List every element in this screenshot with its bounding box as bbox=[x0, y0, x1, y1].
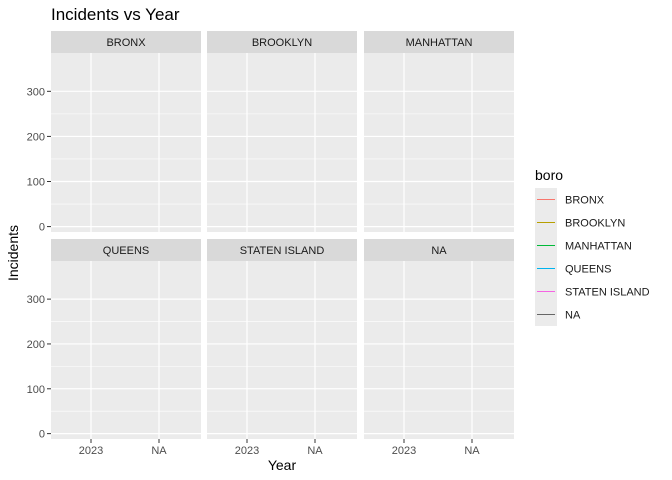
legend-item: BROOKLYN bbox=[535, 211, 625, 234]
legend-label: MANHATTAN bbox=[565, 241, 632, 253]
y-tick-label: 0 bbox=[39, 429, 45, 441]
panel-background bbox=[207, 53, 357, 232]
y-axis-labels: 0 100 200 300 0 100 200 300 bbox=[27, 86, 51, 441]
y-tick-label: 200 bbox=[27, 131, 45, 143]
y-tick-label: 100 bbox=[27, 384, 45, 396]
legend-item: STATEN ISLAND bbox=[535, 280, 650, 303]
legend-label: QUEENS bbox=[565, 264, 611, 276]
legend: boro BRONX BROOKLYN MANHATTAN QUEENS STATEN … bbox=[535, 167, 650, 326]
facet-strip-label: MANHATTAN bbox=[406, 37, 473, 49]
facet-strip bbox=[51, 31, 201, 53]
x-tick-label: 2023 bbox=[392, 445, 416, 457]
legend-item: MANHATTAN bbox=[535, 234, 632, 257]
chart-title: Incidents vs Year bbox=[51, 5, 180, 24]
y-tick-label: 100 bbox=[27, 177, 45, 189]
y-tick-label: 200 bbox=[27, 339, 45, 351]
facet-strip-label: NA bbox=[431, 245, 447, 257]
x-axis-title: Year bbox=[268, 457, 297, 473]
facet-strip-label: QUEENS bbox=[103, 245, 149, 257]
panel-background bbox=[364, 261, 514, 439]
facet-strip bbox=[51, 239, 201, 261]
facet-panel: MANHATTAN bbox=[364, 31, 514, 232]
facet-strip-label: STATEN ISLAND bbox=[240, 245, 325, 257]
legend-item: BRONX bbox=[535, 188, 605, 211]
facet-panel: QUEENS bbox=[51, 239, 201, 439]
legend-label: STATEN ISLAND bbox=[565, 287, 650, 299]
facet-panels: BRONX BROOKLYN MANHATTAN QUEENS STATEN ISLAN… bbox=[51, 31, 514, 439]
legend-item: NA bbox=[535, 303, 581, 326]
facet-panel: BROOKLYN bbox=[207, 31, 357, 232]
facet-panel: NA bbox=[364, 239, 514, 439]
x-tick-label: NA bbox=[151, 445, 167, 457]
facet-strip bbox=[364, 239, 514, 261]
y-tick-label: 0 bbox=[39, 222, 45, 234]
x-axis-labels: 2023 NA 2023 NA 2023 NA bbox=[79, 439, 480, 457]
x-tick-label: 2023 bbox=[235, 445, 259, 457]
legend-item: QUEENS bbox=[535, 257, 611, 280]
x-tick-label: NA bbox=[464, 445, 480, 457]
facet-strip-label: BROOKLYN bbox=[252, 37, 312, 49]
panel-background bbox=[207, 261, 357, 439]
legend-label: BROOKLYN bbox=[565, 218, 625, 230]
panel-background bbox=[364, 53, 514, 232]
legend-label: NA bbox=[565, 310, 581, 322]
panel-background bbox=[51, 53, 201, 232]
y-axis-title: Incidents bbox=[5, 225, 21, 281]
facet-panel: STATEN ISLAND bbox=[207, 239, 357, 439]
x-tick-label: 2023 bbox=[79, 445, 103, 457]
panel-background bbox=[51, 261, 201, 439]
y-tick-label: 300 bbox=[27, 86, 45, 98]
legend-label: BRONX bbox=[565, 195, 605, 207]
facet-strip bbox=[364, 31, 514, 53]
facet-strip bbox=[207, 239, 357, 261]
legend-title: boro bbox=[535, 167, 563, 183]
facet-strip bbox=[207, 31, 357, 53]
facet-strip-label: BRONX bbox=[106, 37, 146, 49]
y-tick-label: 300 bbox=[27, 294, 45, 306]
x-tick-label: NA bbox=[307, 445, 323, 457]
facet-panel: BRONX bbox=[51, 31, 201, 232]
